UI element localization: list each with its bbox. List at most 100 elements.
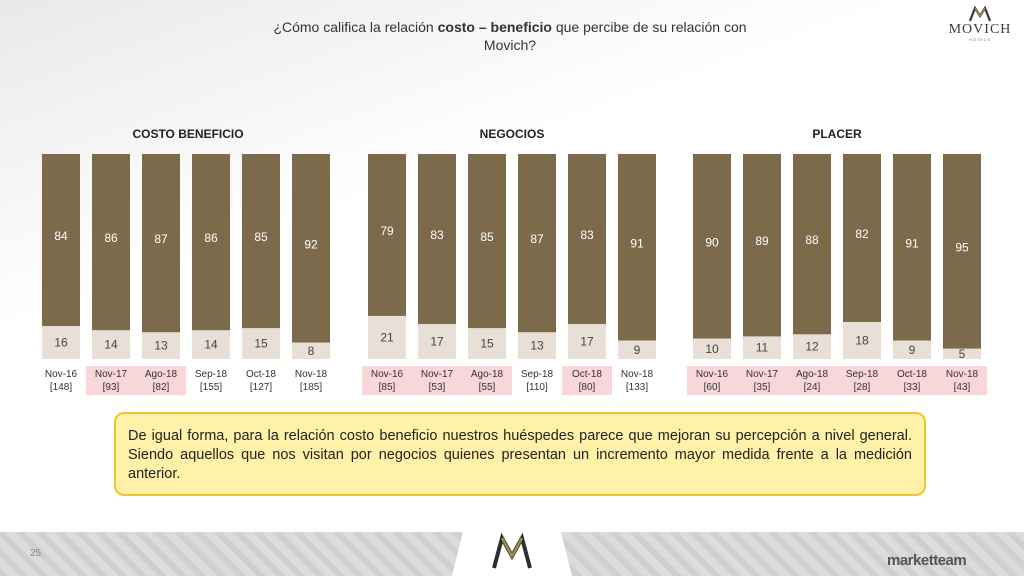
- highlight-box: [787, 366, 837, 395]
- data-label-top: 85: [480, 230, 494, 244]
- data-label-bottom: 10: [705, 342, 719, 356]
- data-label-top: 84: [54, 229, 68, 243]
- highlight-box: [86, 366, 136, 395]
- data-label-top: 88: [805, 233, 819, 247]
- bar-top: [518, 154, 556, 333]
- data-label-bottom: 8: [308, 344, 315, 358]
- bar-top: [943, 154, 981, 349]
- bar-top: [618, 154, 656, 341]
- category-label: Sep-18: [521, 369, 554, 380]
- data-label-bottom: 14: [204, 338, 218, 352]
- base-label: [43]: [954, 382, 971, 393]
- base-label: [127]: [250, 382, 272, 393]
- movich-logo: MOVICH HOTELS: [940, 6, 1020, 50]
- data-label-top: 82: [855, 227, 869, 241]
- data-label-top: 92: [304, 237, 318, 251]
- category-label: Nov-18: [621, 369, 654, 380]
- category-label: Nov-18: [946, 369, 979, 380]
- bar-bottom: [292, 342, 330, 359]
- bar-top: [192, 154, 230, 331]
- bar-bottom: [693, 338, 731, 359]
- bar-top: [92, 154, 130, 331]
- data-label-bottom: 9: [909, 343, 916, 357]
- data-label-bottom: 18: [855, 334, 869, 348]
- base-label: [93]: [103, 382, 120, 393]
- data-label-top: 87: [530, 232, 544, 246]
- category-label: Ago-18: [145, 369, 178, 380]
- data-label-top: 91: [905, 236, 919, 250]
- bar-top: [843, 154, 881, 323]
- chart-title-costo-beneficio: COSTO BENEFICIO: [132, 127, 244, 141]
- base-label: [28]: [854, 382, 871, 393]
- data-label-bottom: 21: [380, 330, 394, 344]
- base-label: [155]: [200, 382, 222, 393]
- bar-top: [368, 154, 406, 316]
- base-label: [85]: [379, 382, 396, 393]
- bar-bottom: [242, 328, 280, 359]
- category-label: Nov-16: [696, 369, 729, 380]
- logo-sub: HOTELS: [968, 37, 991, 42]
- data-label-top: 89: [755, 234, 769, 248]
- base-label: [110]: [526, 382, 548, 393]
- category-label: Sep-18: [195, 369, 228, 380]
- bar-top: [42, 154, 80, 327]
- base-label: [24]: [804, 382, 821, 393]
- bar-bottom: [793, 334, 831, 359]
- bar-bottom: [743, 336, 781, 359]
- category-label: Nov-18: [295, 369, 328, 380]
- footer-logo-panel: [452, 528, 572, 576]
- bar-top: [418, 154, 456, 325]
- bar-bottom: [618, 340, 656, 359]
- chart-title-negocios: NEGOCIOS: [479, 127, 545, 141]
- base-label: [133]: [626, 382, 648, 393]
- data-label-bottom: 12: [805, 340, 819, 354]
- data-label-bottom: 17: [580, 335, 594, 349]
- bar-bottom: [418, 324, 456, 359]
- base-label: [55]: [479, 382, 496, 393]
- highlight-box: [687, 366, 737, 395]
- category-label: Oct-18: [897, 369, 927, 380]
- category-label: Nov-16: [45, 369, 78, 380]
- highlight-box: [412, 366, 462, 395]
- category-label: Ago-18: [796, 369, 829, 380]
- data-label-top: 83: [430, 228, 444, 242]
- data-label-bottom: 11: [756, 341, 769, 355]
- bar-top: [242, 154, 280, 329]
- insight-note: De igual forma, para la relación costo b…: [114, 412, 926, 496]
- category-label: Nov-17: [746, 369, 779, 380]
- movich-emblem-icon: [969, 6, 991, 22]
- data-label-bottom: 5: [959, 347, 966, 361]
- data-label-bottom: 15: [480, 337, 494, 351]
- category-label: Sep-18: [846, 369, 879, 380]
- bar-bottom: [92, 330, 130, 359]
- base-label: [35]: [754, 382, 771, 393]
- category-label: Nov-17: [95, 369, 128, 380]
- data-label-top: 79: [380, 224, 394, 238]
- category-label: Oct-18: [246, 369, 276, 380]
- base-label: [82]: [153, 382, 170, 393]
- base-label: [80]: [579, 382, 596, 393]
- bar-top: [292, 154, 330, 343]
- data-label-bottom: 16: [54, 336, 68, 350]
- bar-top: [568, 154, 606, 325]
- base-label: [60]: [704, 382, 721, 393]
- data-label-top: 87: [154, 232, 168, 246]
- charts-area: 84 16 Nov-16 [148] 86 14 Nov-17 [93] 87 13 Ago-18 […: [42, 154, 987, 395]
- bar-top: [142, 154, 180, 333]
- marketteam-logo: marketteam: [887, 552, 967, 569]
- highlight-box: [562, 366, 612, 395]
- slide-title: ¿Cómo califica la relación costo – benef…: [273, 19, 747, 53]
- base-label: [53]: [429, 382, 446, 393]
- data-label-top: 91: [630, 236, 644, 250]
- bar-top: [468, 154, 506, 329]
- highlight-box: [136, 366, 186, 395]
- page-number: 25: [30, 548, 42, 559]
- bar-top: [743, 154, 781, 337]
- highlight-box: [837, 366, 887, 395]
- bar-bottom: [843, 322, 881, 359]
- base-label: [185]: [300, 382, 322, 393]
- base-label: [148]: [50, 382, 72, 393]
- data-label-top: 85: [254, 230, 268, 244]
- chart-title-placer: PLACER: [812, 127, 862, 141]
- data-label-top: 90: [705, 235, 719, 249]
